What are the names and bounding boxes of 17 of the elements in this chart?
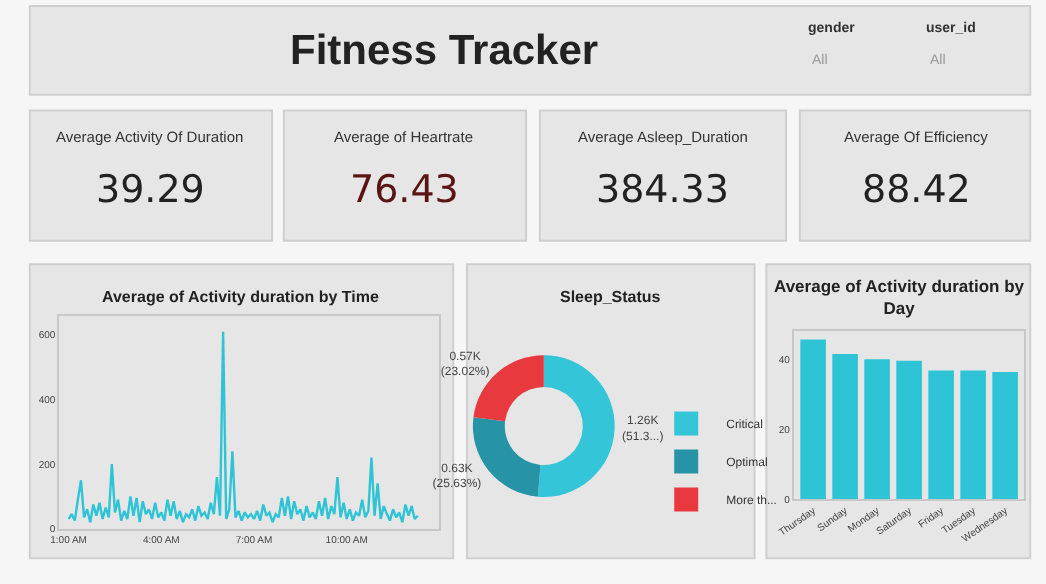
bar <box>832 354 858 500</box>
text: 88.42 <box>862 168 971 212</box>
line-series <box>67 330 419 524</box>
chart-title: Average of Activity duration by Time <box>102 288 380 306</box>
text: 76.43 <box>350 168 459 212</box>
text: 39.29 <box>96 168 205 212</box>
bar <box>864 359 890 500</box>
text: Fitness Tracker <box>290 28 599 74</box>
bar <box>992 371 1018 500</box>
chart-title: Sleep_Status <box>560 288 662 306</box>
text: 384.33 <box>596 168 729 212</box>
donut-slice <box>537 355 615 497</box>
chart-title: Average of Activity duration by Day <box>774 276 1025 319</box>
bar <box>960 370 986 500</box>
bar <box>896 360 922 500</box>
bar <box>800 339 826 500</box>
bar <box>928 370 954 500</box>
